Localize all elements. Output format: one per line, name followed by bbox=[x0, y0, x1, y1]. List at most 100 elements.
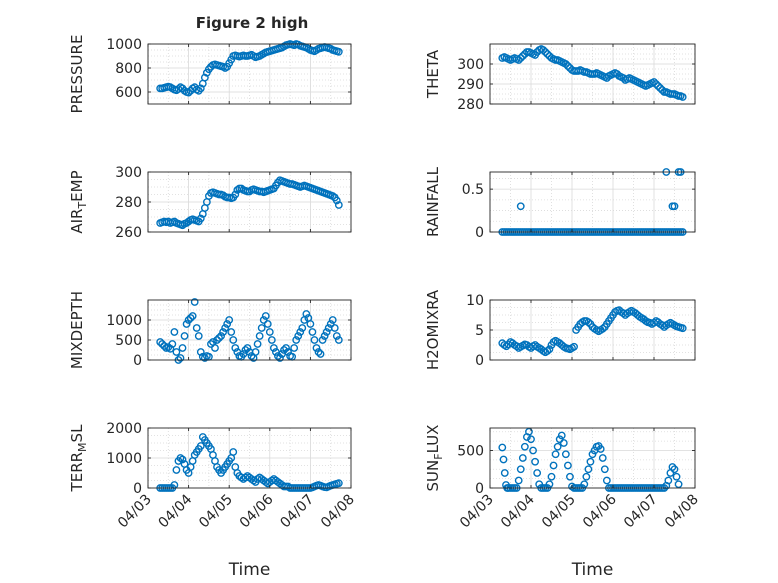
data-point bbox=[500, 469, 509, 477]
y-axis: 0 0.5 RAINFALL bbox=[424, 166, 695, 241]
data-point bbox=[516, 54, 525, 62]
data-point bbox=[292, 336, 301, 344]
y-tick-label: 300 bbox=[457, 57, 484, 73]
data-point bbox=[541, 48, 550, 56]
data-point bbox=[580, 480, 589, 489]
data-point bbox=[545, 480, 554, 489]
y-tick-label: 0 bbox=[475, 481, 484, 497]
data-point bbox=[527, 435, 535, 444]
data-point bbox=[672, 472, 681, 481]
data-point bbox=[332, 196, 341, 205]
data-point bbox=[588, 450, 597, 459]
subplot-4: 0 0.5 RAINFALL bbox=[424, 166, 696, 241]
data-point bbox=[207, 340, 215, 348]
data-point bbox=[656, 84, 665, 92]
data-point bbox=[332, 332, 341, 340]
data-point bbox=[282, 344, 290, 352]
x-axis bbox=[147, 172, 352, 232]
data-point bbox=[559, 439, 568, 447]
data-point bbox=[316, 350, 325, 358]
y-axis-label: MIXDEPTH bbox=[68, 291, 86, 369]
y-axis-label: THETA bbox=[424, 49, 442, 99]
x-axis bbox=[489, 172, 696, 232]
y-tick-label: 600 bbox=[115, 85, 142, 101]
data-point bbox=[196, 442, 205, 450]
y-axis: 0 1000 2000 TERRMSL bbox=[68, 421, 351, 497]
data-point bbox=[598, 324, 607, 333]
data-points bbox=[156, 298, 343, 364]
x-axis bbox=[147, 300, 352, 360]
data-point bbox=[259, 316, 268, 324]
y-tick-label: 280 bbox=[115, 195, 142, 211]
data-point bbox=[255, 332, 264, 340]
y-axis: 600 800 1000 PRESSURE bbox=[68, 35, 351, 113]
y-tick-label: 0 bbox=[133, 481, 142, 497]
data-point bbox=[514, 56, 523, 64]
y-axis-label-part: TERR bbox=[68, 452, 86, 493]
data-point bbox=[514, 476, 523, 485]
data-points bbox=[156, 176, 343, 230]
data-point bbox=[654, 82, 662, 90]
data-point bbox=[284, 348, 292, 356]
data-point bbox=[276, 354, 284, 362]
y-axis-label-part: LUX bbox=[424, 425, 442, 454]
data-point bbox=[670, 202, 679, 211]
data-point bbox=[158, 340, 167, 348]
data-point bbox=[334, 479, 343, 488]
data-point bbox=[664, 476, 673, 485]
y-axis-label-subscript: M bbox=[76, 442, 89, 452]
data-point bbox=[561, 450, 570, 459]
data-point bbox=[178, 455, 187, 464]
data-point bbox=[180, 332, 189, 340]
y-tick-label: 10 bbox=[466, 293, 484, 309]
data-point bbox=[156, 338, 165, 346]
data-point bbox=[566, 472, 574, 481]
data-point bbox=[241, 346, 250, 354]
data-point bbox=[190, 298, 199, 306]
data-point bbox=[596, 445, 605, 453]
y-tick-label: 300 bbox=[115, 165, 142, 181]
data-point bbox=[674, 480, 683, 489]
data-point bbox=[547, 472, 556, 481]
axes-box bbox=[489, 427, 696, 489]
data-point bbox=[160, 342, 169, 350]
data-point bbox=[166, 344, 175, 353]
y-axis-label: SUNFLUX bbox=[424, 425, 445, 492]
data-point bbox=[298, 324, 307, 332]
data-point bbox=[652, 80, 660, 88]
y-axis-label: AIRTEMP bbox=[68, 170, 89, 233]
data-point bbox=[310, 336, 319, 344]
data-point bbox=[257, 324, 266, 332]
y-tick-label: 1000 bbox=[106, 451, 142, 467]
data-point bbox=[200, 354, 209, 362]
subplot-6: 0 5 10 H2OMIXRA bbox=[424, 289, 696, 370]
x-axis bbox=[489, 44, 696, 104]
subplot-8: 04/03 04/04 04/05 04/06 04/07 04/08Time0500SU… bbox=[424, 425, 702, 580]
data-point bbox=[312, 344, 321, 352]
y-axis: 280 290 300 THETA bbox=[424, 49, 695, 113]
data-point bbox=[499, 455, 508, 464]
data-point bbox=[498, 443, 507, 452]
x-axis bbox=[489, 300, 696, 360]
data-point bbox=[274, 352, 282, 360]
data-point bbox=[196, 84, 205, 93]
data-point bbox=[227, 328, 236, 336]
data-point bbox=[658, 86, 667, 94]
data-point bbox=[194, 332, 203, 340]
data-point bbox=[184, 316, 193, 324]
axes-box bbox=[147, 299, 352, 361]
data-point bbox=[306, 320, 315, 328]
y-tick-label: 0 bbox=[133, 353, 142, 369]
data-point bbox=[678, 324, 687, 333]
y-tick-label: 2000 bbox=[106, 421, 142, 437]
y-axis: 0 500 1000 MIXDEPTH bbox=[68, 291, 351, 369]
data-point bbox=[294, 332, 303, 340]
y-axis-label-subscript: T bbox=[76, 202, 89, 210]
data-point bbox=[290, 344, 299, 352]
data-point bbox=[586, 457, 595, 466]
data-point bbox=[553, 442, 562, 451]
y-axis-label: RAINFALL bbox=[424, 166, 442, 237]
figure-title: Figure 2 high bbox=[196, 14, 309, 32]
data-points bbox=[156, 433, 343, 492]
data-point bbox=[516, 465, 525, 474]
